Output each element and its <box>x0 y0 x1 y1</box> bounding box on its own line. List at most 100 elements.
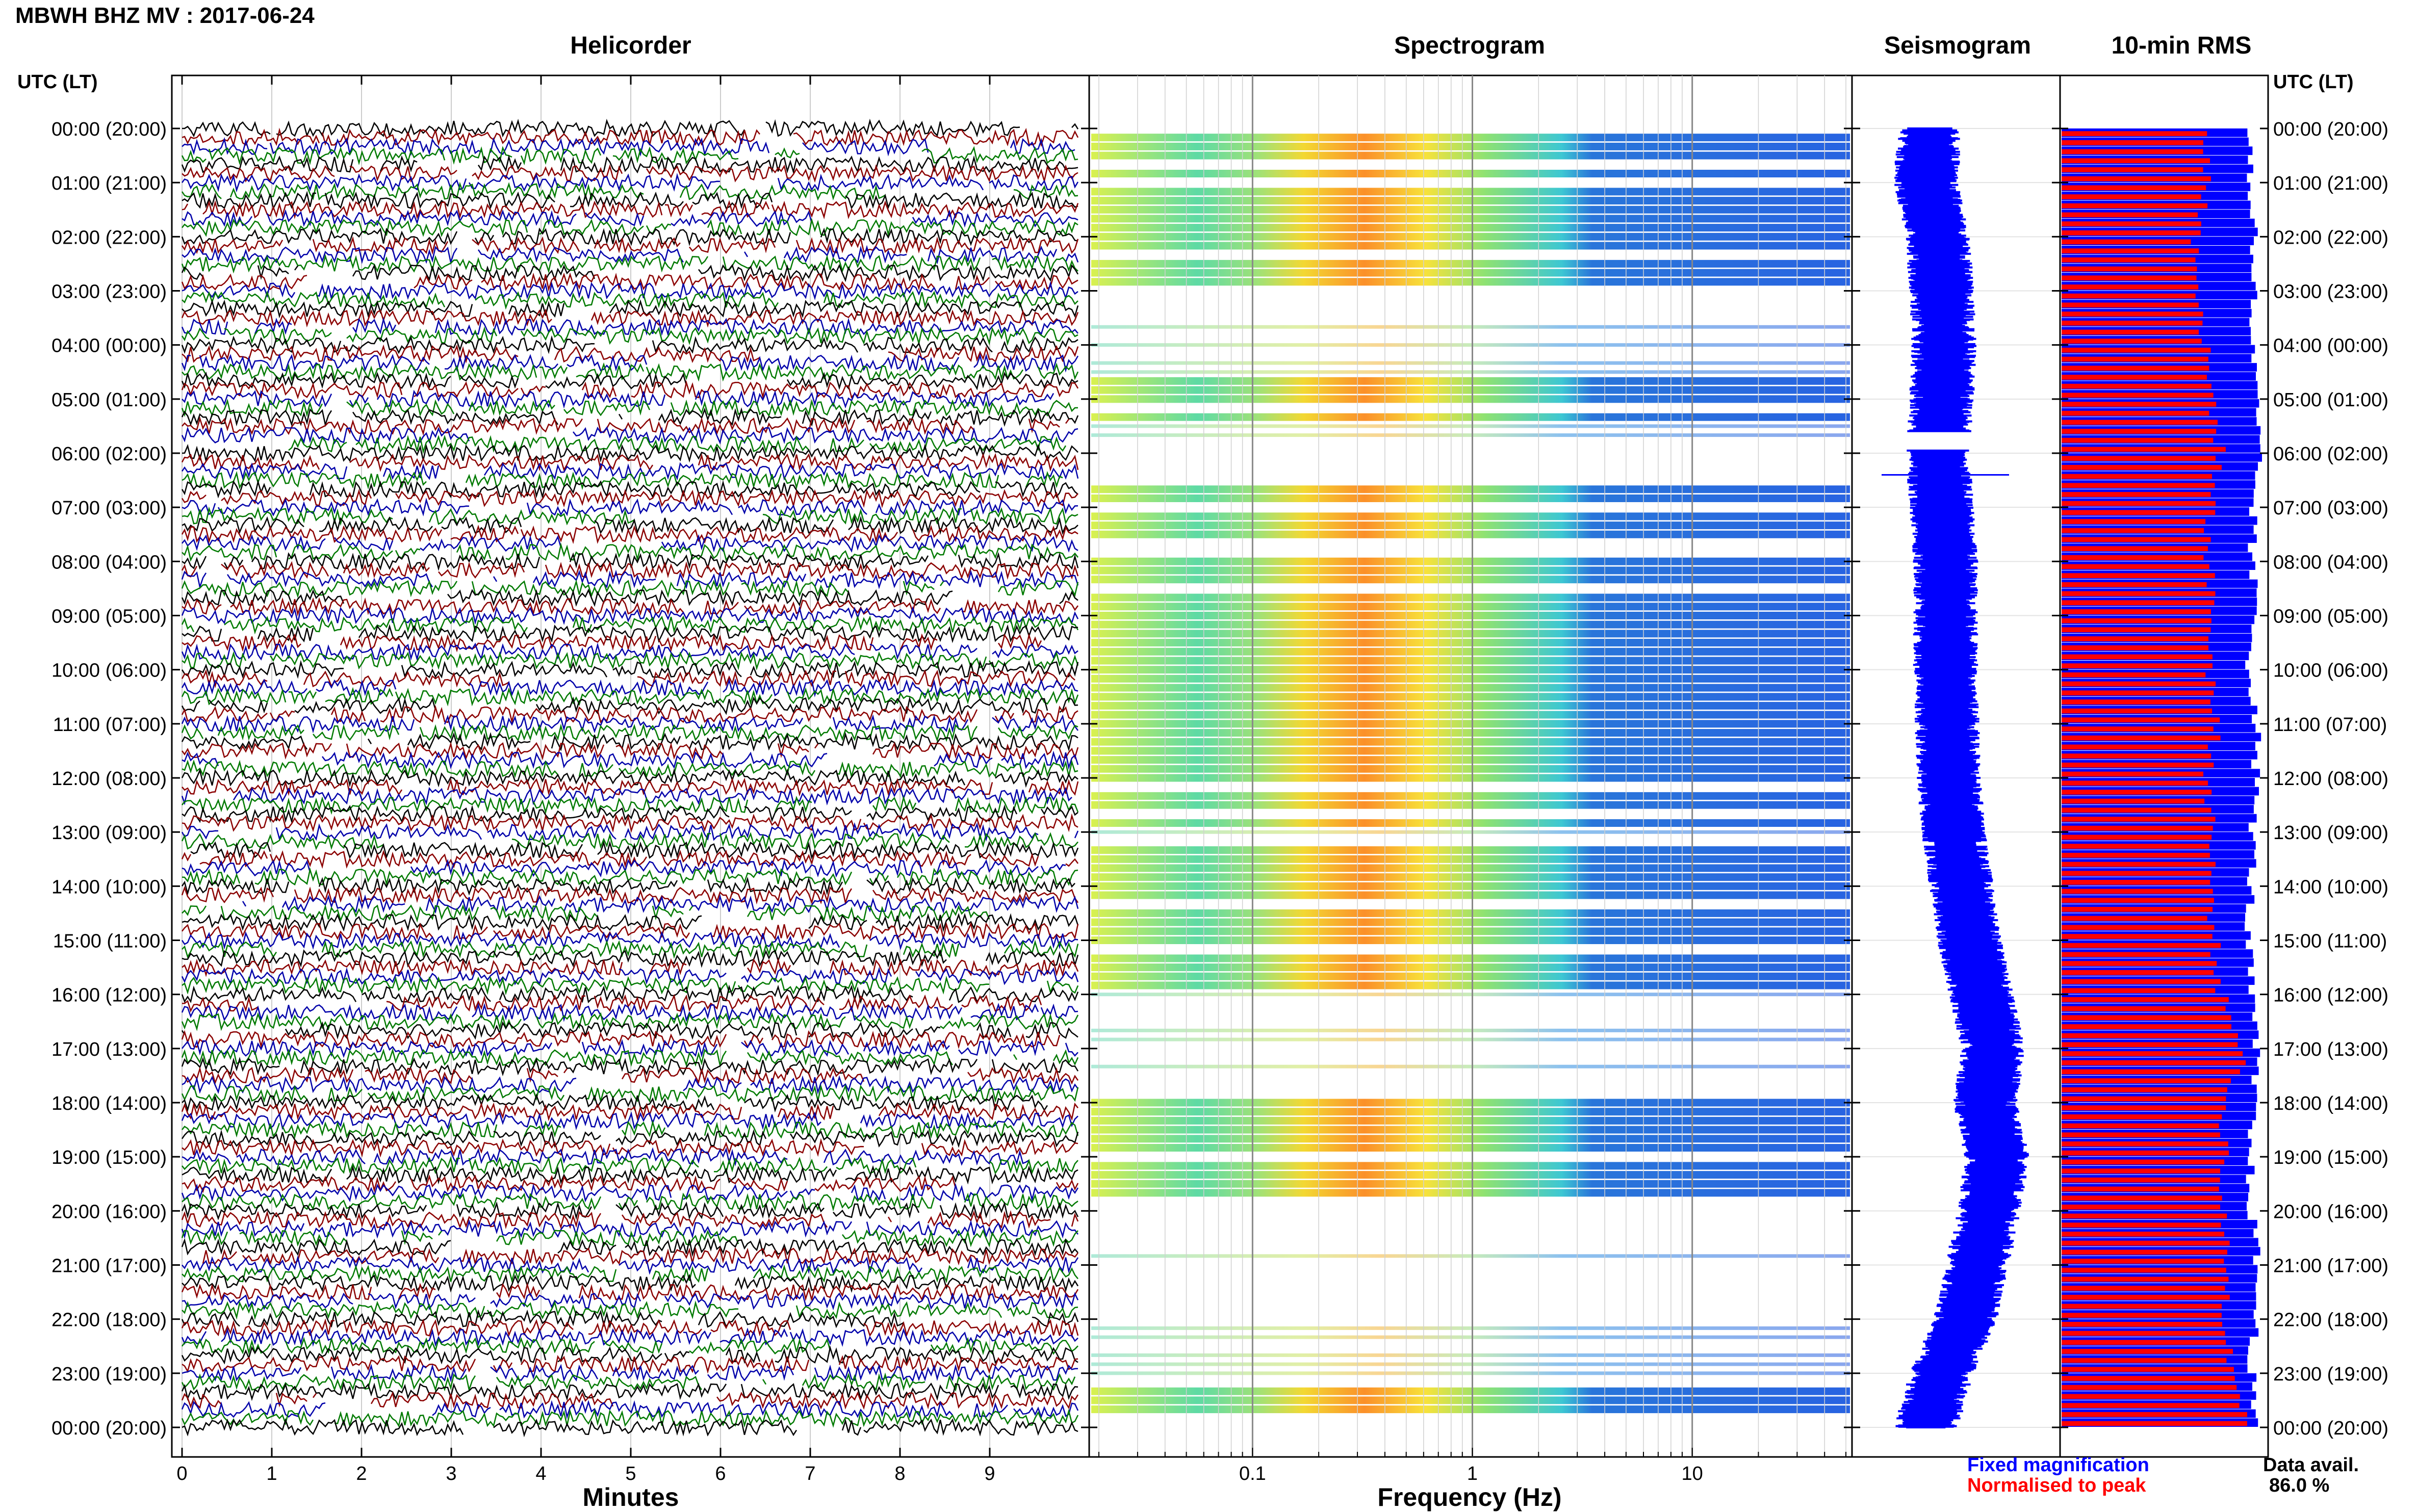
rms-bar-normalised <box>2062 943 2221 948</box>
rms-bar-normalised <box>2062 1331 2225 1336</box>
time-axis-header-left: UTC (LT) <box>17 71 98 93</box>
spectrogram-row <box>1091 873 1850 881</box>
helicorder-title: Helicorder <box>570 32 691 59</box>
spectrogram-row <box>1091 612 1850 619</box>
spectrogram-x-tick-label: 1 <box>1467 1463 1478 1484</box>
rms-bar-normalised <box>2062 456 2216 461</box>
time-label-right: 00:00 (20:00) <box>2273 1418 2388 1439</box>
rms-bar-normalised <box>2062 420 2218 425</box>
helicorder-trace <box>182 164 1078 183</box>
helicorder-trace <box>181 372 1078 390</box>
rms-bar-normalised <box>2062 1340 2226 1345</box>
helicorder-trace <box>182 506 1078 526</box>
rms-bar-normalised <box>2062 212 2198 218</box>
rms-bar-normalised <box>2062 672 2206 677</box>
rms-bar-normalised <box>2062 852 2210 858</box>
spectrogram-row <box>1091 566 1850 575</box>
rms-bar-normalised <box>2062 798 2205 804</box>
helicorder-trace <box>181 930 1078 950</box>
time-label-right: 19:00 (15:00) <box>2273 1147 2388 1168</box>
rms-bar-normalised <box>2062 582 2207 587</box>
rms-bar-normalised <box>2062 203 2208 208</box>
rms-bar-normalised <box>2062 393 2214 398</box>
helicorder-trace <box>182 200 1079 220</box>
helicorder-trace <box>181 407 1079 427</box>
rms-bar-normalised <box>2062 1051 2243 1056</box>
spectrogram-row <box>1091 1353 1850 1357</box>
spectrogram-row <box>1091 522 1850 530</box>
helicorder-trace <box>181 967 1079 986</box>
rms-bar-normalised <box>2062 1232 2224 1237</box>
spectrogram-row <box>1091 593 1850 602</box>
time-label-right: 04:00 (00:00) <box>2273 335 2388 357</box>
time-label-left: 19:00 (15:00) <box>52 1147 167 1168</box>
helicorder-trace <box>181 741 1079 761</box>
rms-bar-normalised <box>2062 1249 2227 1255</box>
rms-bar-normalised <box>2062 952 2210 957</box>
spectrogram-row <box>1091 630 1850 638</box>
rms-bar-normalised <box>2062 1033 2238 1038</box>
rms-bar-normalised <box>2062 302 2199 308</box>
rms-bar-normalised <box>2062 708 2213 714</box>
spectrogram-row <box>1091 142 1850 150</box>
legend-fixed-magnification: Fixed magnification <box>1967 1454 2149 1476</box>
rms-bar-normalised <box>2062 753 2212 759</box>
spectrogram-row <box>1091 936 1850 944</box>
time-label-left: 04:00 (00:00) <box>52 335 167 357</box>
rms-bar-normalised <box>2062 555 2204 560</box>
rms-bar-normalised <box>2062 1385 2237 1390</box>
helicorder-trace <box>181 1381 1078 1401</box>
spectrogram-row <box>1091 603 1850 611</box>
time-label-right: 02:00 (22:00) <box>2273 227 2388 248</box>
helicorder-trace <box>182 1291 1079 1311</box>
spectrogram-row <box>1091 674 1850 683</box>
rms-bar-normalised <box>2062 176 2211 181</box>
helicorder-panel: 0 1 2 3 4 5 6 7 8 9 <box>171 74 1090 1484</box>
helicorder-trace <box>181 1021 1078 1040</box>
spectrogram-row <box>1091 1371 1850 1375</box>
time-label-left: 06:00 (02:00) <box>52 444 167 465</box>
helicorder-trace <box>182 624 1078 643</box>
rms-bar-normalised <box>2062 1259 2224 1264</box>
spectrogram-row <box>1091 197 1850 205</box>
spectrogram-row <box>1091 151 1850 160</box>
rms-bar-normalised <box>2062 492 2211 497</box>
helicorder-trace <box>181 173 1079 193</box>
helicorder-trace <box>182 1192 1078 1212</box>
spectrogram-row <box>1091 765 1850 773</box>
rms-bar-normalised <box>2062 898 2214 903</box>
time-axis-ticks: 00:00 (20:00) 00:00 (20:00) 01:00 (21:00) 0… <box>52 119 2388 1439</box>
helicorder-trace <box>181 488 1078 508</box>
rms-bar-normalised <box>2062 889 2213 894</box>
time-label-left: 12:00 (08:00) <box>52 768 167 790</box>
time-label-right: 03:00 (23:00) <box>2273 281 2388 303</box>
helicorder-trace <box>181 452 1079 473</box>
rms-bar-normalised <box>2062 654 2213 660</box>
time-label-right: 07:00 (03:00) <box>2273 498 2388 519</box>
spectrogram-row <box>1091 377 1850 385</box>
helicorder-trace <box>182 498 1078 517</box>
helicorder-trace <box>181 1183 1079 1203</box>
time-label-right: 20:00 (16:00) <box>2273 1201 2388 1222</box>
data-availability-value: 86.0 % <box>2269 1475 2330 1496</box>
rms-bar-normalised <box>2062 1159 2225 1165</box>
time-label-left: 05:00 (01:00) <box>52 389 167 411</box>
rms-bar-normalised <box>2062 997 2229 1002</box>
spectrogram-x-tick-label: 0.1 <box>1239 1463 1266 1484</box>
spectrogram-x-label: Frequency (Hz) <box>1377 1483 1562 1511</box>
spectrogram-row <box>1091 1396 1850 1404</box>
spectrogram-row <box>1091 882 1850 890</box>
spectrogram-row <box>1091 711 1850 719</box>
rms-bar-normalised <box>2062 1421 2247 1426</box>
spectrogram-row <box>1091 413 1850 421</box>
helicorder-trace <box>181 714 1079 734</box>
rms-bar-normalised <box>2062 1294 2230 1300</box>
rms-bar-normalised <box>2062 329 2199 335</box>
spectrogram-row <box>1091 530 1850 538</box>
helicorder-trace <box>181 1229 1078 1247</box>
rms-bar-normalised <box>2062 970 2214 975</box>
helicorder-trace <box>202 1246 1078 1266</box>
helicorder-x-tick-label: 0 <box>176 1463 187 1484</box>
spectrogram-row <box>1091 259 1850 268</box>
rms-bar-normalised <box>2062 1168 2220 1174</box>
